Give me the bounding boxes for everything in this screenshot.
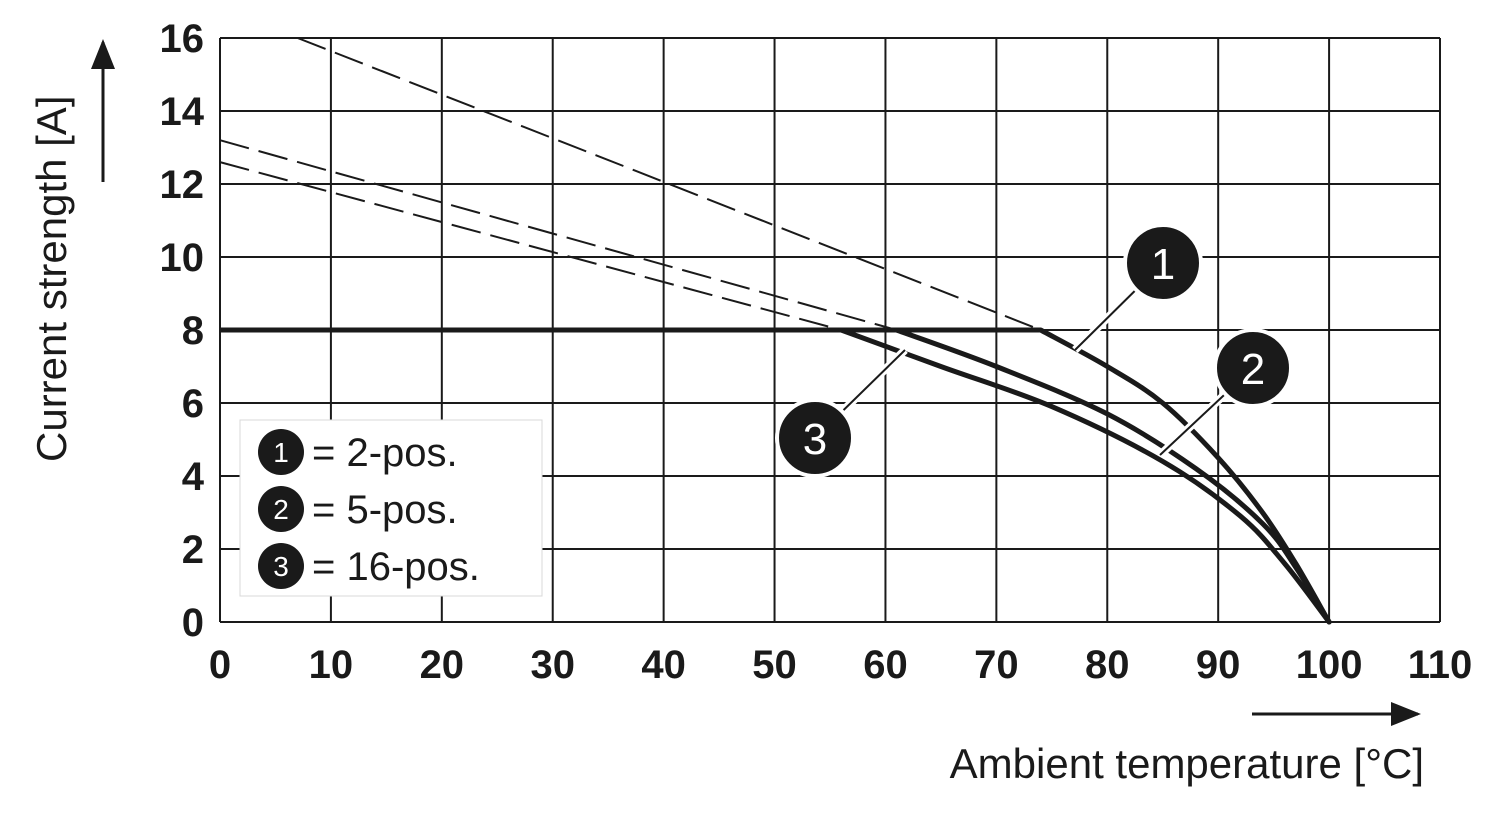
y-tick-label: 2 <box>182 528 204 572</box>
callout-2-badge <box>1213 328 1293 408</box>
series-1-dashed-line <box>297 37 1042 331</box>
legend-label: = 2-pos. <box>312 431 458 475</box>
callout-3-number: 3 <box>803 415 827 464</box>
series-3-dashed-line <box>219 161 842 331</box>
y-tick-label: 14 <box>160 90 205 134</box>
legend-label: = 5-pos. <box>312 488 458 532</box>
y-tick-label: 16 <box>160 17 205 61</box>
x-tick-label: 60 <box>863 643 908 687</box>
x-axis-title-group: Ambient temperature [°C] <box>950 702 1424 787</box>
legend-label: = 16-pos. <box>312 545 480 589</box>
callouts: 1 2 3 <box>775 223 1293 478</box>
legend-badge-number: 2 <box>273 494 289 525</box>
legend: 1 = 2-pos. 2 = 5-pos. 3 = 16-pos. <box>239 419 543 597</box>
y-tick-label: 12 <box>160 163 205 207</box>
x-tick-label: 100 <box>1296 643 1363 687</box>
legend-badge-2 <box>258 486 304 532</box>
legend-badge-number: 1 <box>273 437 289 468</box>
legend-badge-1 <box>258 429 304 475</box>
series-3-curve <box>838 327 1332 625</box>
series-2-dashed-line <box>219 139 897 331</box>
series-group <box>219 37 1332 625</box>
callout-3-badge <box>775 398 855 478</box>
callout-2-number: 2 <box>1241 345 1265 394</box>
x-tick-label: 20 <box>420 643 465 687</box>
x-tick-label: 0 <box>209 643 231 687</box>
x-tick-label: 80 <box>1085 643 1130 687</box>
callout-1-badge <box>1123 223 1203 303</box>
x-tick-label: 90 <box>1196 643 1241 687</box>
x-tick-label: 40 <box>641 643 686 687</box>
callout-1-number: 1 <box>1151 240 1175 289</box>
y-tick-label: 10 <box>160 236 205 280</box>
y-tick-label: 8 <box>182 309 204 353</box>
x-axis-title: Ambient temperature [°C] <box>950 740 1424 787</box>
x-tick-label: 10 <box>309 643 354 687</box>
x-tick-label: 30 <box>530 643 575 687</box>
series-2-curve <box>894 327 1332 625</box>
x-tick-label: 110 <box>1408 643 1473 687</box>
x-tick-label: 50 <box>752 643 797 687</box>
legend-badge-number: 3 <box>273 551 289 582</box>
y-tick-label: 6 <box>182 382 204 426</box>
axis-titles: Current strength [A] Ambient temperature… <box>28 39 1424 787</box>
y-tick-label: 4 <box>182 455 205 499</box>
y-axis-title: Current strength [A] <box>28 96 75 463</box>
legend-badge-3 <box>258 543 304 589</box>
x-tick-label: 70 <box>974 643 1019 687</box>
y-axis-title-group: Current strength [A] <box>28 39 115 463</box>
y-tick-label: 0 <box>182 601 204 645</box>
